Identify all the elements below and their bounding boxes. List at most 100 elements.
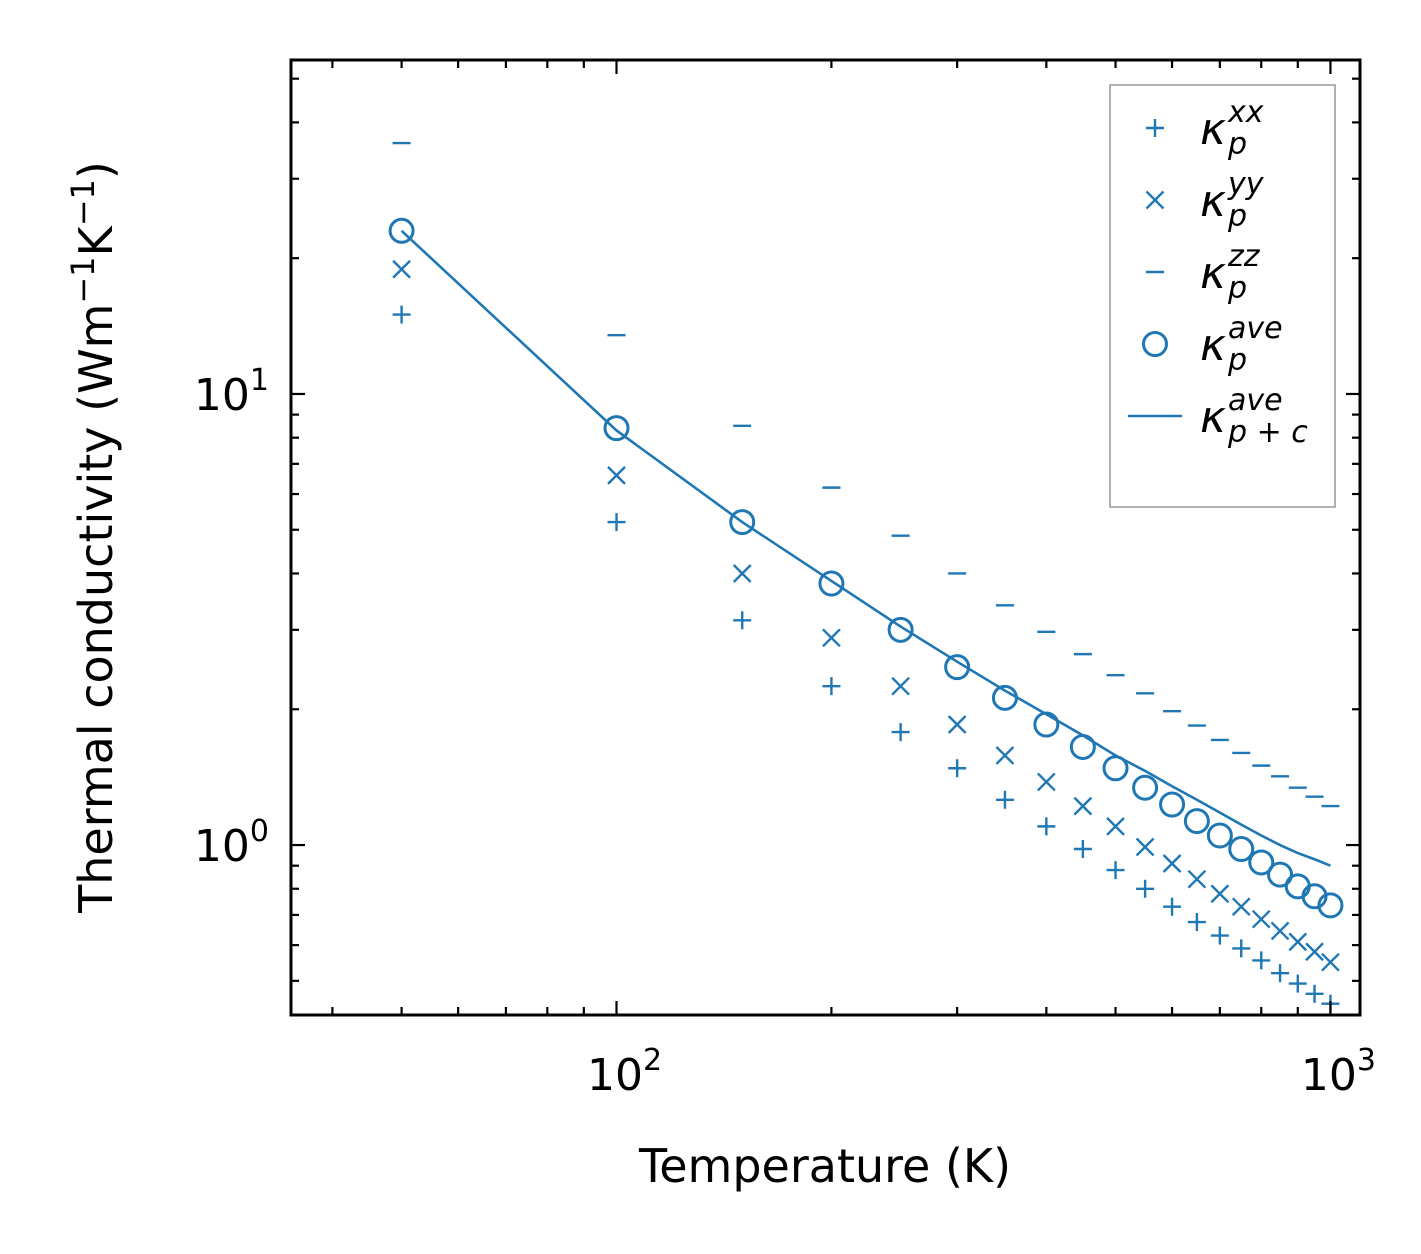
- data-point-kyy: [1270, 921, 1290, 941]
- legend-item-kzz: κ zzp: [1146, 239, 1261, 306]
- data-point-kyy-b: [1073, 796, 1093, 816]
- data-point-kyy: [1135, 837, 1155, 857]
- x-tick-label: 103: [1301, 1043, 1376, 1101]
- legend-label-subscript: p + c: [1227, 415, 1308, 450]
- data-point-kxx: [1210, 926, 1229, 945]
- data-point-kxx: [822, 677, 841, 696]
- y-axis-title-end: ): [69, 161, 123, 179]
- data-point-kyy-b: [1162, 854, 1182, 873]
- data-point-kyy: [1073, 796, 1093, 816]
- data-point-kyy-b: [1187, 869, 1207, 889]
- y-axis-title-mid: K: [69, 224, 123, 256]
- data-point-kave: [603, 415, 630, 442]
- x-axis-title: Temperature (K): [638, 1139, 1011, 1193]
- legend-swatch-plus: [1146, 119, 1164, 137]
- data-point-kxx: [1232, 939, 1251, 958]
- data-point-kyy: [1162, 854, 1182, 873]
- y-tick-label-exponent: 1: [250, 363, 269, 398]
- y-axis-title-exp1: −1: [64, 256, 102, 303]
- x-tick-label-exponent: 2: [643, 1043, 662, 1078]
- legend-frame: [1109, 84, 1336, 508]
- legend-swatch-x: [1145, 190, 1165, 210]
- data-point-kave: [1033, 711, 1060, 738]
- data-point-kyy: [1106, 817, 1125, 836]
- legend-label-symbol: κ: [1200, 176, 1226, 227]
- data-point-kyy: [947, 715, 967, 734]
- y-tick-label-exponent: 0: [250, 814, 269, 849]
- data-point-kxx: [1252, 951, 1271, 970]
- y-axis-title-exp2: −1: [64, 179, 102, 226]
- data-point-kave: [887, 616, 914, 643]
- legend-label-subscript: p: [1227, 343, 1247, 378]
- y-tick-label: 100: [194, 814, 269, 872]
- data-point-kxx: [607, 513, 626, 532]
- series-kxx: [392, 305, 1340, 1013]
- legend-swatch-circle: [1142, 331, 1168, 357]
- legend-item-kyy: κ yyp: [1145, 167, 1265, 234]
- legend-label-superscript: ave: [1228, 311, 1283, 346]
- data-point-kxx: [733, 611, 752, 630]
- data-point-kxx: [1037, 817, 1056, 836]
- legend-swatch-x-b: [1145, 190, 1165, 210]
- series-kzz: [392, 141, 1340, 808]
- data-point-kxx: [948, 759, 967, 778]
- major-ticks: [291, 60, 1360, 1015]
- data-point-kave: [1183, 808, 1210, 835]
- data-point-kyy: [891, 676, 910, 696]
- series-kyy: [392, 259, 1340, 972]
- data-point-kave: [1206, 822, 1233, 849]
- series-kave_pc: [400, 229, 1331, 867]
- data-point-kyy-b: [1251, 909, 1271, 929]
- data-point-kyy-b: [1231, 897, 1251, 917]
- y-tick-label: 101: [194, 363, 269, 421]
- legend-label-symbol: κ: [1200, 392, 1226, 443]
- x-tick-label-base: 10: [587, 1050, 643, 1101]
- data-point-kyy-b: [1321, 952, 1340, 972]
- data-point-kxx: [1106, 861, 1125, 880]
- legend-item-kxx: κ xxp: [1146, 95, 1264, 162]
- data-point-kyy-b: [995, 746, 1015, 765]
- data-point-kave: [1248, 849, 1275, 876]
- legend-label-symbol: κ: [1200, 104, 1226, 155]
- data-point-kyy: [822, 628, 841, 648]
- y-axis-title-base: Thermal conductivity (Wm: [69, 304, 123, 914]
- legend-label-symbol: κ: [1200, 248, 1226, 299]
- axes-frame: [289, 58, 1362, 1017]
- legend-label-superscript: xx: [1227, 95, 1264, 130]
- data-point-kave: [1132, 774, 1159, 801]
- data-point-kxx: [1187, 913, 1206, 932]
- data-point-kxx: [1073, 840, 1092, 859]
- data-point-kxx: [891, 723, 910, 742]
- data-point-kyy: [1288, 932, 1308, 952]
- data-point-kyy-b: [392, 259, 411, 279]
- legend-label-superscript: zz: [1227, 239, 1261, 274]
- data-point-kyy-b: [947, 715, 967, 734]
- data-point-kyy: [1187, 869, 1207, 889]
- data-point-kyy: [1231, 897, 1251, 917]
- data-point-kyy: [1251, 909, 1271, 929]
- y-tick-label-base: 10: [194, 370, 250, 421]
- data-point-kyy-b: [1036, 772, 1056, 792]
- data-point-kyy: [1036, 772, 1056, 792]
- data-point-kyy: [1321, 952, 1340, 972]
- data-point-kyy-b: [1270, 921, 1290, 941]
- legend-label-symbol: κ: [1200, 320, 1226, 371]
- plot-area: [388, 141, 1344, 1013]
- data-point-kyy: [1210, 884, 1230, 904]
- data-point-kyy: [732, 564, 752, 583]
- legend-label-subscript: p: [1227, 127, 1247, 162]
- data-point-kyy: [607, 466, 626, 485]
- data-point-kave: [1284, 873, 1311, 900]
- y-tick-label-base: 10: [194, 821, 250, 872]
- data-point-kxx: [995, 790, 1014, 809]
- data-point-kyy-b: [891, 676, 910, 696]
- data-point-kyy-b: [1305, 942, 1324, 962]
- data-point-kyy: [1305, 942, 1324, 962]
- data-point-kave: [388, 217, 415, 244]
- data-point-kxx: [392, 305, 411, 324]
- data-point-kyy-b: [1135, 837, 1155, 857]
